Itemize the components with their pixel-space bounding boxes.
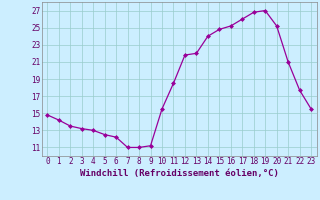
X-axis label: Windchill (Refroidissement éolien,°C): Windchill (Refroidissement éolien,°C) bbox=[80, 169, 279, 178]
